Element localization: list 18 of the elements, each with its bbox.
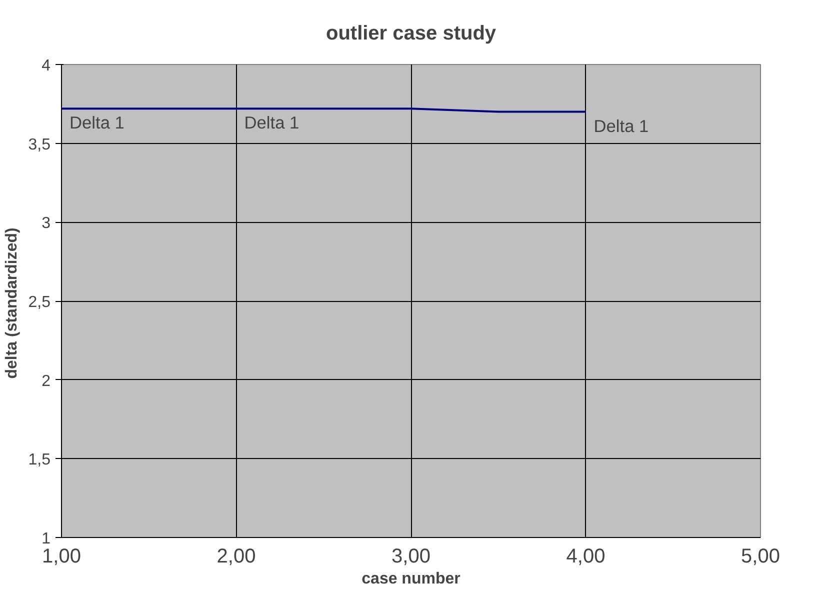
x-axis-title: case number — [362, 570, 460, 588]
annotation: Delta 1 — [594, 116, 649, 136]
y-tick-label: 2,5 — [28, 294, 51, 311]
y-tick-label: 1 — [42, 530, 51, 548]
annotation: Delta 1 — [70, 112, 124, 133]
y-tick-label: 3,5 — [28, 136, 51, 154]
y-tick-label: 4 — [42, 58, 51, 74]
x-tick-label: 3,00 — [392, 546, 430, 568]
x-tick-label: 1,00 — [42, 546, 81, 568]
y-tick-label: 2 — [42, 372, 51, 390]
chart-title: outlier case study — [326, 22, 497, 44]
x-tick-label: 4,00 — [566, 546, 606, 568]
y-tick-label: 1,5 — [28, 452, 51, 469]
x-tick-label: 2,00 — [216, 546, 256, 568]
y-axis-title: delta (standardized) — [3, 228, 20, 379]
x-tick-label: 5,00 — [741, 546, 780, 568]
annotation: Delta 1 — [244, 112, 300, 133]
y-tick-label: 3 — [42, 215, 51, 232]
